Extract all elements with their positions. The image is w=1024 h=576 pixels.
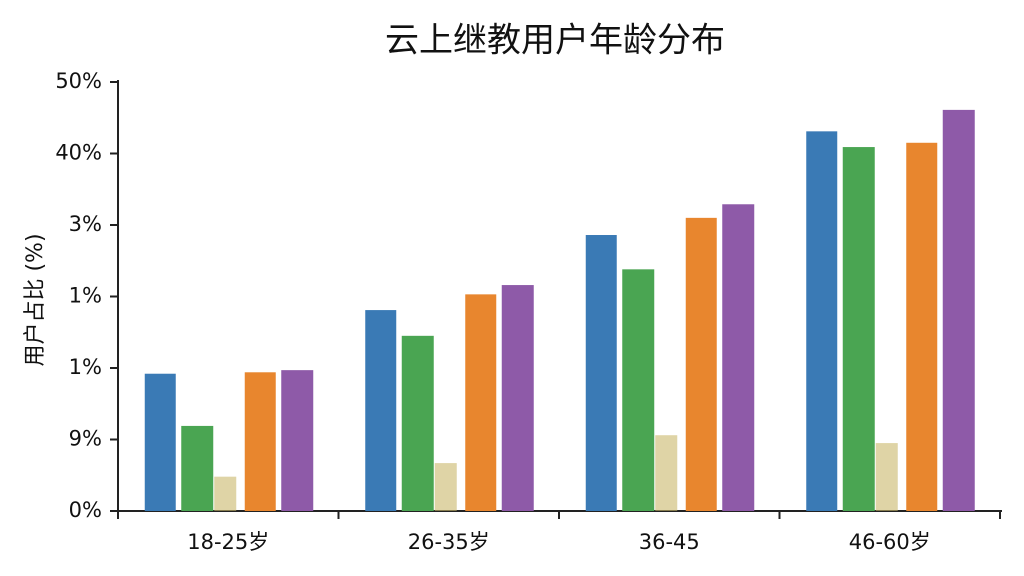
bar	[875, 443, 898, 511]
bar	[622, 269, 655, 511]
bar	[942, 109, 975, 511]
bar	[501, 285, 534, 511]
x-tick-label: 18-25岁	[187, 530, 269, 554]
y-tick-label: 50%	[55, 69, 102, 93]
y-axis-label: 用户占比 (%)	[23, 233, 48, 366]
y-tick-label: 0%	[69, 498, 102, 522]
bar	[465, 294, 497, 511]
bar	[244, 372, 276, 511]
y-tick-label: 40%	[55, 141, 102, 165]
x-tick-label: 46-60岁	[849, 530, 931, 554]
chart-title: 云上继教用户年龄分布	[385, 21, 725, 61]
bar	[655, 435, 678, 511]
bar	[214, 476, 237, 511]
bar	[434, 463, 457, 511]
bar	[722, 204, 755, 511]
bar	[281, 370, 314, 511]
y-tick-label: 1%	[69, 355, 102, 379]
bar	[144, 373, 176, 511]
y-tick-label: 9%	[69, 427, 102, 451]
y-tick-label: 3%	[69, 212, 102, 236]
x-tick-label: 26-35岁	[408, 530, 490, 554]
bar	[401, 335, 434, 511]
bar	[365, 310, 397, 511]
bar	[585, 235, 617, 511]
y-tick-label: 1%	[69, 284, 102, 308]
bar	[685, 217, 717, 511]
bar	[181, 425, 214, 511]
bar	[906, 142, 938, 511]
bar	[806, 131, 838, 511]
x-tick-label: 36-45	[639, 530, 700, 554]
bar	[842, 147, 875, 511]
